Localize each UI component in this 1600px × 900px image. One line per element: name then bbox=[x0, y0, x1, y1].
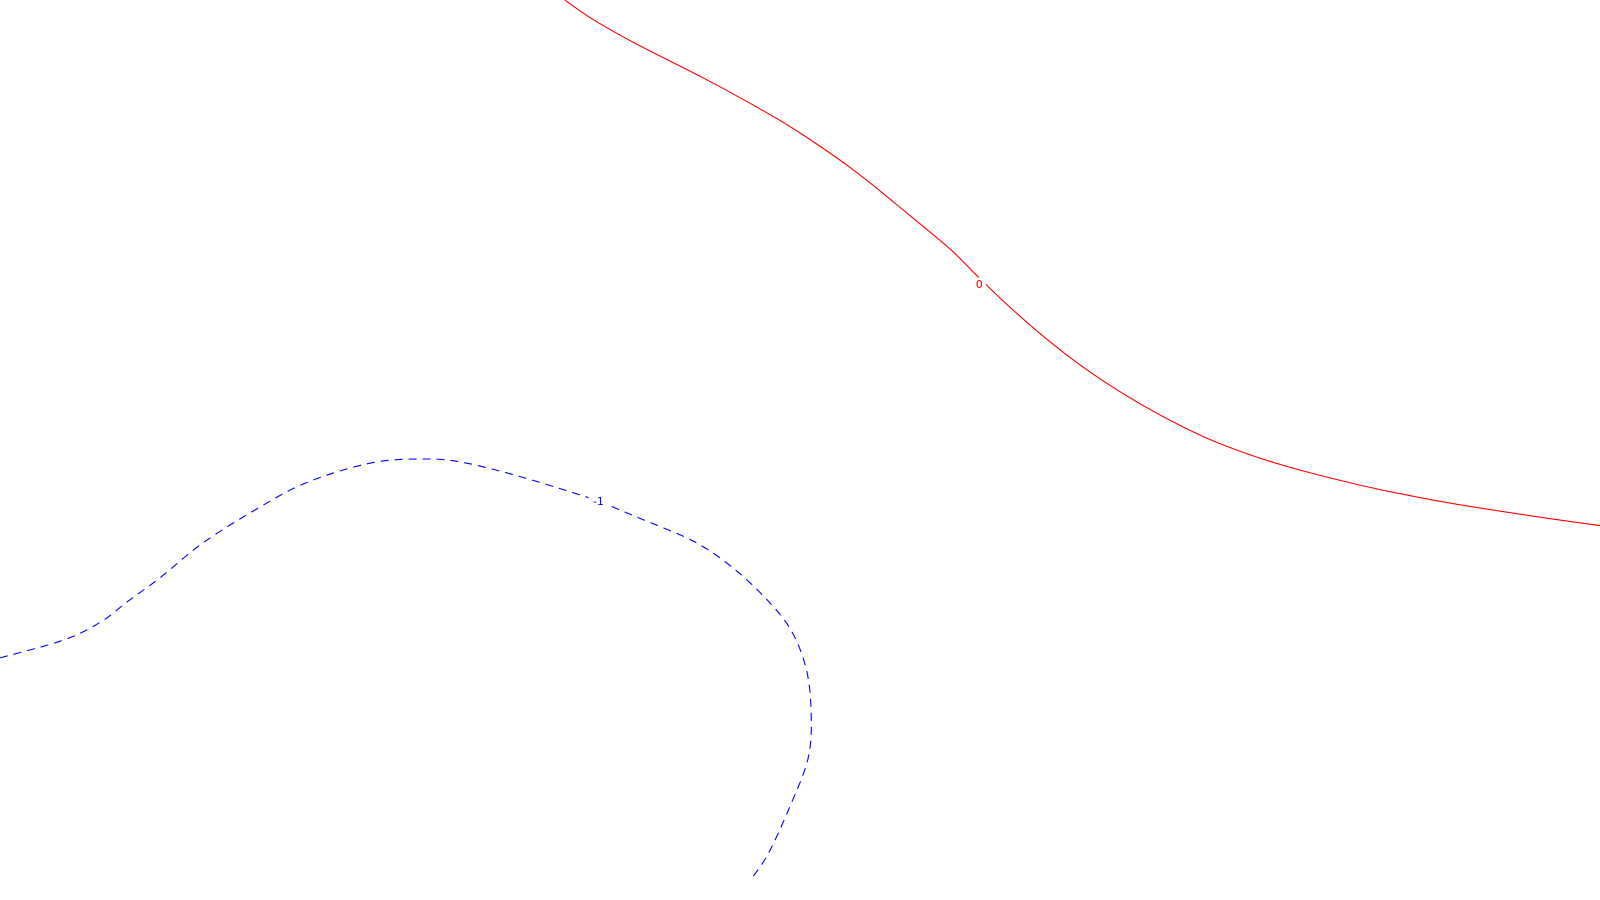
contour-label-mask bbox=[972, 277, 986, 292]
contour-line-level-0 bbox=[564, 0, 1600, 527]
contour-lines bbox=[0, 0, 1600, 881]
contour-labels: 0 -1 bbox=[588, 277, 986, 509]
contour-label-level-0: 0 bbox=[976, 278, 983, 291]
contour-label-mask bbox=[588, 494, 609, 509]
contour-label-level-neg1: -1 bbox=[593, 495, 604, 508]
contour-line-level-neg1 bbox=[0, 458, 812, 881]
